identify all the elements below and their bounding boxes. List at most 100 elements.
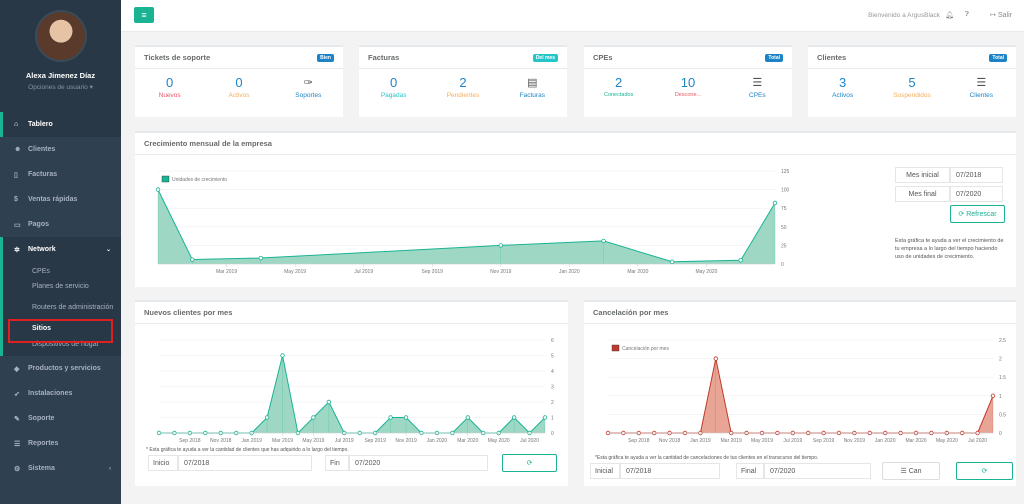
money-icon: ▭ [14,221,21,229]
series-area [158,189,775,264]
stat-value: 2 [459,75,467,90]
end-month-input[interactable]: 07/2020 [950,186,1003,202]
sidebar-item-soporte[interactable]: ✎ Soporte [0,406,121,431]
y-tick-label: 100 [781,188,790,194]
start-month-label: Mes inicial [895,167,950,183]
x-tick-label: Sep 2018 [628,438,650,444]
data-point [264,415,270,420]
x-tick-label: Jan 2019 [690,438,711,444]
sitemap-icon: ✲ [14,246,20,254]
cpes-card: CPEs Total 2 Conectados 10 Descone... ☰ CPEs [584,45,792,117]
question-icon[interactable]: ❓︎ [964,11,969,18]
avatar[interactable] [34,10,87,62]
data-point [738,258,743,263]
data-point [311,415,316,420]
sidebar-subitem-planes[interactable]: Planes de servicio [32,282,89,290]
sidebar-item-ventas[interactable]: $ Ventas rápidas [0,187,121,212]
sidebar-subitem-cpes[interactable]: CPEs [32,268,50,275]
legend-swatch [611,344,620,352]
x-tick-label: May 2020 [695,269,717,275]
menu-toggle-button[interactable]: ≡ [134,7,154,23]
sidebar-item-sistema[interactable]: ⚙ Sistema ‹ [0,456,121,481]
sign-out-icon: ↦ [990,12,998,19]
growth-help-text: Esta gráfica te ayuda a ver el crecimien… [895,238,1004,260]
sidebar-item-label: Facturas [28,171,58,178]
y-tick-label: 0 [781,262,784,268]
sidebar-item-productos[interactable]: ◆ Productos y servicios [0,356,121,381]
stat-clientes[interactable]: ☰ Clientes [947,75,1016,99]
data-point [465,415,470,420]
data-point [511,415,517,420]
stat-label: Soportes [295,92,322,99]
start-input[interactable]: 07/2018 [620,463,720,479]
users-icon: ☻ [14,146,22,153]
sidebar-item-reportes[interactable]: ☰ Reportes [0,431,121,456]
stat-activos[interactable]: 3 Activos [808,75,877,99]
stat-facturas[interactable]: ▤ Facturas [498,75,567,99]
stat-label: Activos [228,92,250,99]
sidebar-subitem-sitios[interactable]: Sitios [32,324,52,332]
sidebar-item-instalaciones[interactable]: ➶ Instalaciones [0,381,121,406]
sidebar-item-label: Reportes [28,440,59,447]
stat-nuevos[interactable]: 0 Nuevos [135,75,204,99]
sidebar-item-label: Clientes [28,146,56,153]
x-tick-label: Mar 2020 [627,269,648,275]
hamburger-icon: ≡ [141,10,147,20]
logout-label: Salir [997,12,1012,19]
stat-pendientes[interactable]: 2 Pendientes [429,75,498,99]
stat-desconectados[interactable]: 10 Descone... [654,75,723,99]
y-tick-label: 25 [781,243,787,249]
data-point [713,356,718,361]
user-options-dropdown[interactable]: Opciones de usuario ▾ [28,84,93,91]
stat-pagadas[interactable]: 0 Pagadas [359,75,428,99]
stat-label: CPEs [749,92,766,99]
stat-suspendidos[interactable]: 5 Suspendidos [878,75,947,99]
x-tick-label: Nov 2018 [210,438,232,444]
end-input[interactable]: 07/2020 [764,463,871,479]
start-input[interactable]: 07/2018 [178,455,312,471]
logout-link[interactable]: ↦ Salir [990,11,1012,19]
x-tick-label: Sep 2019 [364,438,386,444]
stat-label: Suspendidos [893,92,931,99]
series-line [159,355,546,435]
refresh-button[interactable]: ⟳ Refrescar [950,205,1005,223]
data-point [990,393,996,398]
end-row: Fin 07/2020 [325,455,488,471]
start-month-input[interactable]: 07/2018 [950,167,1003,183]
sidebar-item-facturas[interactable]: ▯ Facturas [0,162,121,187]
y-tick-label: 5 [551,354,554,360]
refresh-button[interactable]: ⟳ [502,454,557,472]
sidebar-subitem-dispositivos[interactable]: Dispositivos de hogar [32,340,99,348]
stat-label: Pendientes [446,92,480,99]
bell-icon[interactable]: 🔔︎ [945,12,954,19]
profile-panel: Alexa Jimenez Díaz Opciones de usuario ▾ [0,0,121,112]
data-point [280,353,285,358]
sidebar-item-clientes[interactable]: ☻ Clientes [0,137,121,162]
x-tick-label: Nov 2019 [395,438,417,444]
y-tick-label: 1 [551,416,554,422]
y-tick-label: 2 [999,357,1002,363]
profile-name: Alexa Jimenez Díaz [25,71,96,80]
sidebar-item-tablero[interactable]: ⌂ Tablero [0,112,121,137]
start-row: Inicial 07/2018 [590,463,720,479]
sidebar-subitem-routers[interactable]: Routers de administración [32,303,114,311]
sidebar-item-pagos[interactable]: ▭ Pagos [0,212,121,237]
x-tick-label: Jul 2019 [783,438,802,444]
x-tick-label: Jul 2019 [335,438,354,444]
sidebar-item-label: Soporte [28,415,55,422]
end-input[interactable]: 07/2020 [349,455,488,471]
document-icon: ▤ [527,77,538,89]
stat-conectados[interactable]: 2 Conectados [584,75,653,99]
sidebar-item-network[interactable]: ✲ Network ⌄ [0,237,121,262]
sidebar: Alexa Jimenez Díaz Opciones de usuario ▾… [0,0,121,504]
stat-activos[interactable]: 0 Activos [205,75,274,99]
topbar: ≡ Bienvenido a ArgusBlack 🔔︎ ❓︎ ↦ Salir [121,0,1024,32]
x-tick-label: Mar 2019 [216,269,237,275]
cancel-list-button[interactable]: ☰ Can [882,462,940,480]
stat-soportes[interactable]: ✑ Soportes [274,75,343,99]
refresh-button[interactable]: ⟳ [956,462,1013,480]
y-tick-label: 4 [551,369,554,375]
x-tick-label: Mar 2020 [457,438,478,444]
file-icon: ▯ [14,171,18,179]
stat-cpes[interactable]: ☰ CPEs [723,75,792,99]
